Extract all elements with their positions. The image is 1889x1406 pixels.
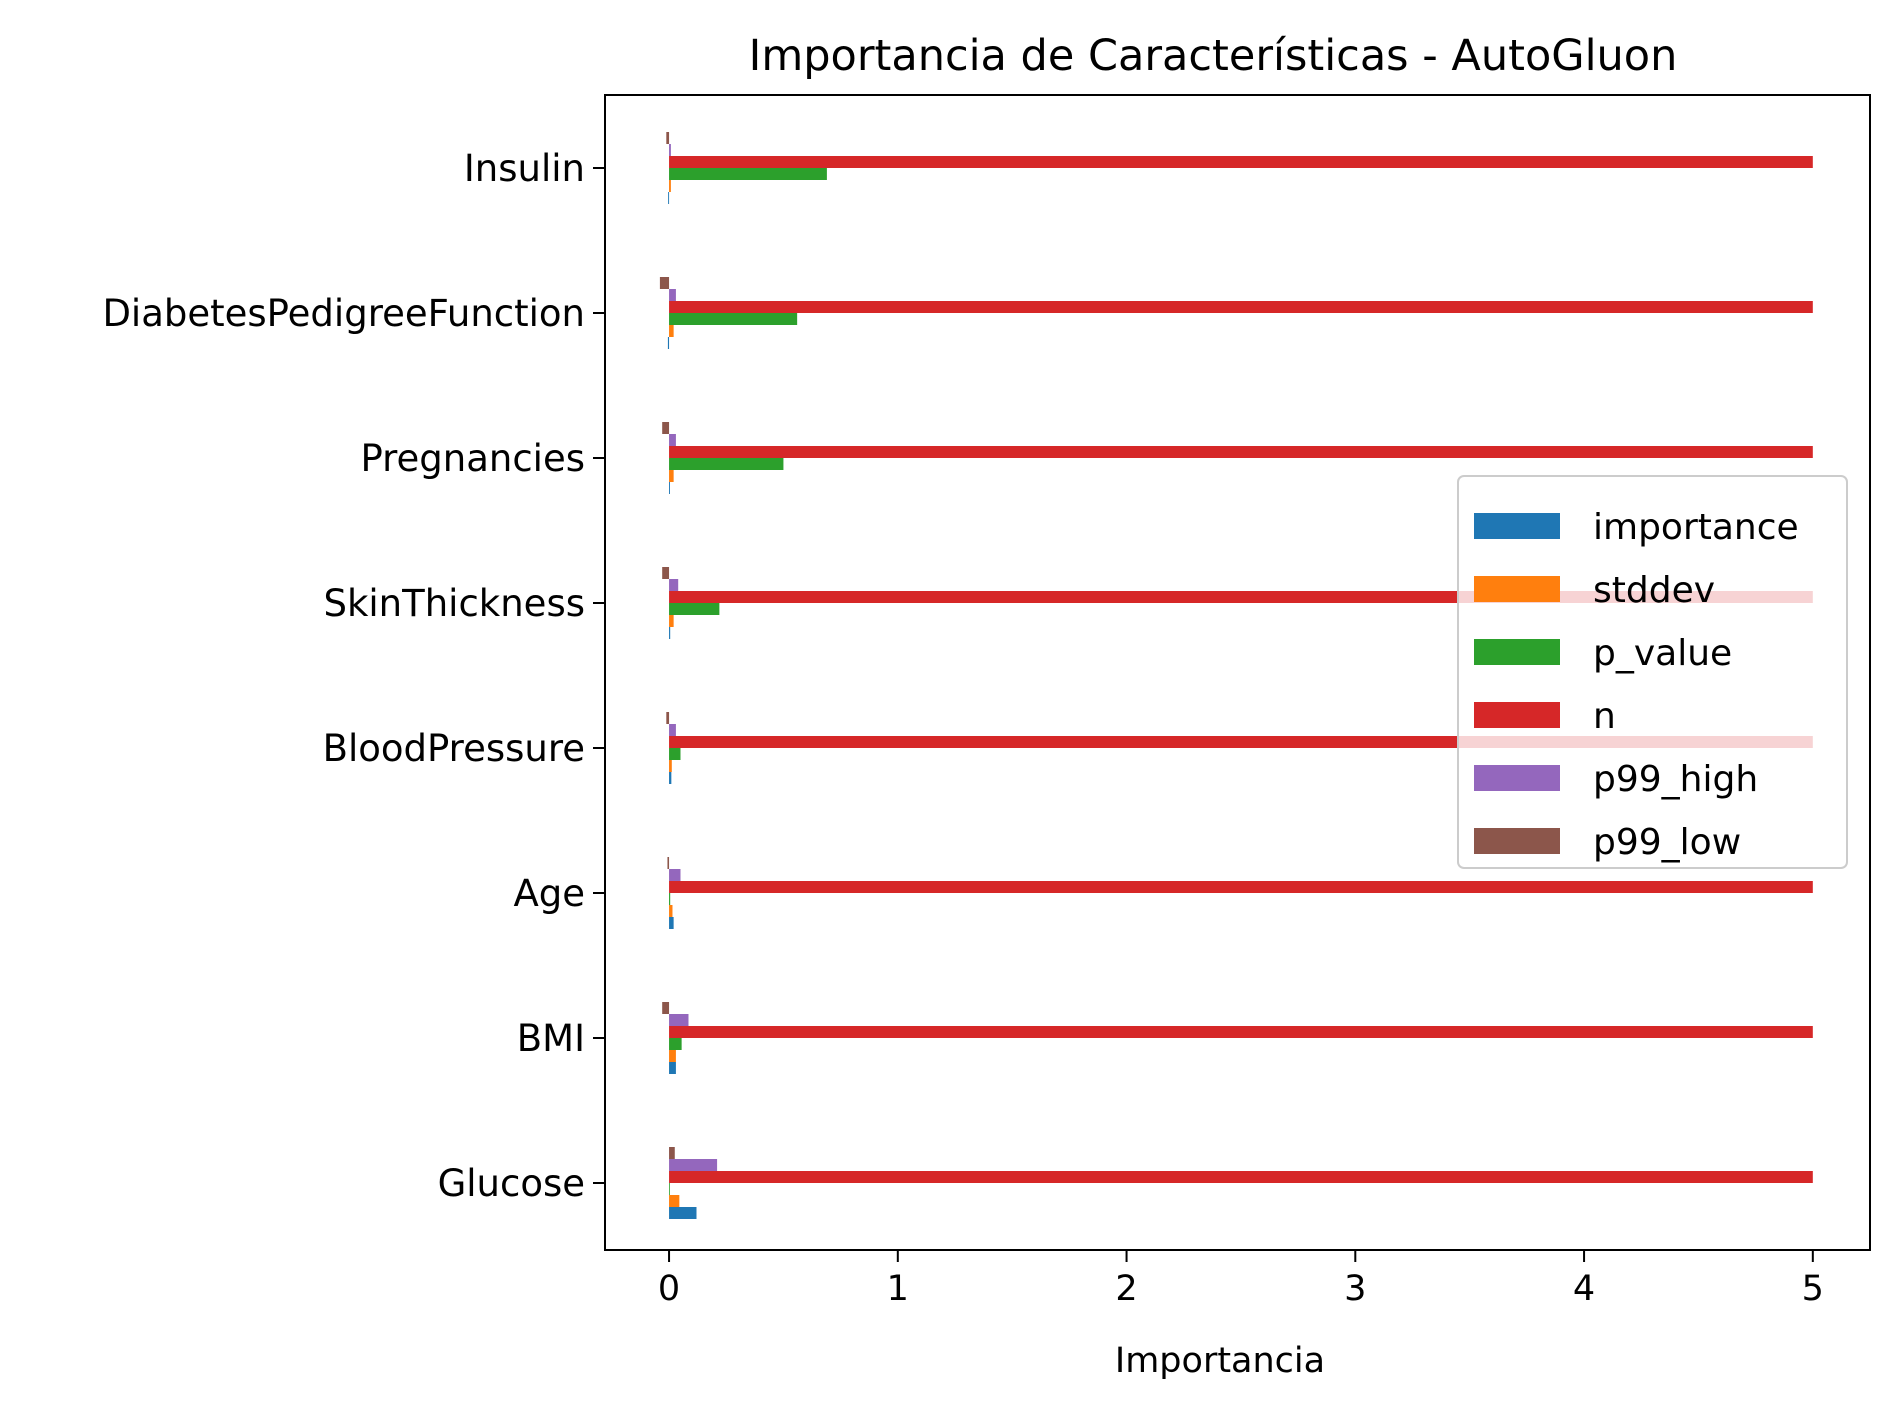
bar-stddev-BMI (669, 1050, 676, 1062)
bar-p_value-DiabetesPedigreeFunction (669, 313, 798, 325)
bar-n-Insulin (669, 156, 1813, 168)
bar-n-Age (669, 881, 1813, 893)
bar-p99_low-BMI (662, 1002, 670, 1014)
bar-p99_high-BMI (669, 1014, 689, 1026)
bar-importance-Glucose (669, 1207, 697, 1219)
bar-stddev-Glucose (669, 1195, 680, 1207)
legend-swatch-p99_low (1474, 828, 1560, 854)
bar-stddev-Insulin (669, 180, 671, 192)
bar-p99_low-BloodPressure (666, 712, 670, 724)
x-tick-label-1: 1 (887, 1269, 909, 1309)
bar-importance-BloodPressure (669, 772, 672, 784)
y-tick-label-SkinThickness: SkinThickness (323, 582, 585, 625)
y-tick-label-BMI: BMI (517, 1017, 585, 1060)
bar-p99_low-Pregnancies (662, 422, 670, 434)
bar-p_value-Glucose (669, 1183, 670, 1195)
x-axis: 0 1 2 3 4 5 (658, 1250, 1824, 1309)
bar-p99_high-Pregnancies (669, 434, 676, 446)
bar-importance-DiabetesPedigreeFunction (667, 337, 670, 349)
bar-p99_low-Insulin (666, 132, 670, 144)
bar-p99_high-Insulin (669, 144, 671, 156)
bar-stddev-Pregnancies (669, 470, 674, 482)
bar-p_value-Age (669, 893, 671, 905)
plot-frame (604, 94, 1871, 1251)
y-tick-label-BloodPressure: BloodPressure (323, 727, 585, 770)
bar-importance-SkinThickness (669, 627, 671, 639)
bar-n-Glucose (669, 1171, 1813, 1183)
bar-importance-Pregnancies (669, 482, 670, 494)
x-tick-label-2: 2 (1115, 1269, 1137, 1309)
bar-p99_high-BloodPressure (669, 724, 676, 736)
bar-p_value-Pregnancies (669, 458, 784, 470)
y-tick-label-Glucose: Glucose (438, 1162, 585, 1205)
x-tick-label-5: 5 (1802, 1269, 1824, 1309)
legend-label-p99_low: p99_low (1593, 822, 1741, 863)
legend-label-n: n (1593, 696, 1616, 737)
x-tick-label-3: 3 (1344, 1269, 1366, 1309)
bar-p99_low-Glucose (669, 1147, 675, 1159)
bar-stddev-SkinThickness (669, 615, 674, 627)
y-tick-label-Pregnancies: Pregnancies (360, 437, 585, 480)
legend-label-importance: importance (1593, 507, 1799, 548)
bar-p_value-SkinThickness (669, 603, 720, 615)
legend-label-stddev: stddev (1593, 570, 1715, 611)
bar-n-BMI (669, 1026, 1813, 1038)
bar-p99_high-Glucose (669, 1159, 718, 1171)
legend-label-p99_high: p99_high (1593, 759, 1758, 800)
bar-p_value-BloodPressure (669, 748, 681, 760)
bar-p99_high-DiabetesPedigreeFunction (669, 289, 676, 301)
x-axis-title: Importancia (1115, 1341, 1325, 1381)
legend-swatch-p99_high (1474, 765, 1560, 791)
bar-p_value-Insulin (669, 168, 827, 180)
legend-swatch-n (1474, 702, 1560, 728)
y-tick-label-Age: Age (513, 872, 585, 915)
bar-p99_high-Age (669, 869, 681, 881)
y-tick-label-DiabetesPedigreeFunction: DiabetesPedigreeFunction (102, 292, 585, 335)
legend-swatch-p_value (1474, 639, 1560, 665)
chart-title: Importancia de Características - AutoGlu… (749, 31, 1678, 81)
bar-p99_high-SkinThickness (669, 579, 679, 591)
y-axis: Glucose BMI Age BloodPressure SkinThickness P… (102, 147, 605, 1205)
legend-swatch-stddev (1474, 576, 1560, 602)
bar-importance-BMI (669, 1062, 676, 1074)
legend-swatch-importance (1474, 513, 1560, 539)
bar-stddev-Age (669, 905, 673, 917)
bar-p99_low-SkinThickness (662, 567, 670, 579)
bar-stddev-DiabetesPedigreeFunction (669, 325, 674, 337)
legend-label-p_value: p_value (1593, 633, 1732, 674)
bar-importance-Age (669, 917, 674, 929)
bar-n-Pregnancies (669, 446, 1813, 458)
x-tick-label-0: 0 (658, 1269, 680, 1309)
y-tick-label-Insulin: Insulin (464, 147, 585, 190)
bar-p99_low-Age (667, 857, 670, 869)
bar-p99_low-DiabetesPedigreeFunction (659, 277, 670, 289)
bar-importance-Insulin (668, 192, 670, 204)
bar-stddev-BloodPressure (669, 760, 672, 772)
bar-n-DiabetesPedigreeFunction (669, 301, 1813, 313)
bar-p_value-BMI (669, 1038, 682, 1050)
x-tick-label-4: 4 (1573, 1269, 1595, 1309)
